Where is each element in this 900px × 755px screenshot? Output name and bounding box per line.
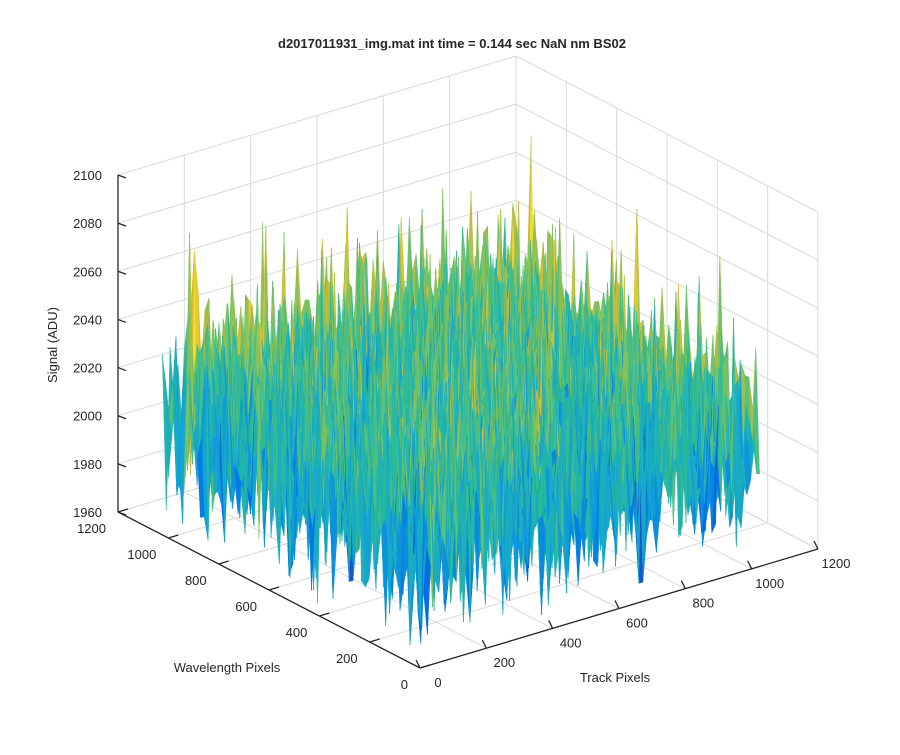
surface-layer [162,136,759,645]
figure: 0200400600800100012000200400600800100012… [0,0,900,750]
surface-plot: 0200400600800100012000200400600800100012… [0,0,900,750]
surface-facet [753,347,760,474]
